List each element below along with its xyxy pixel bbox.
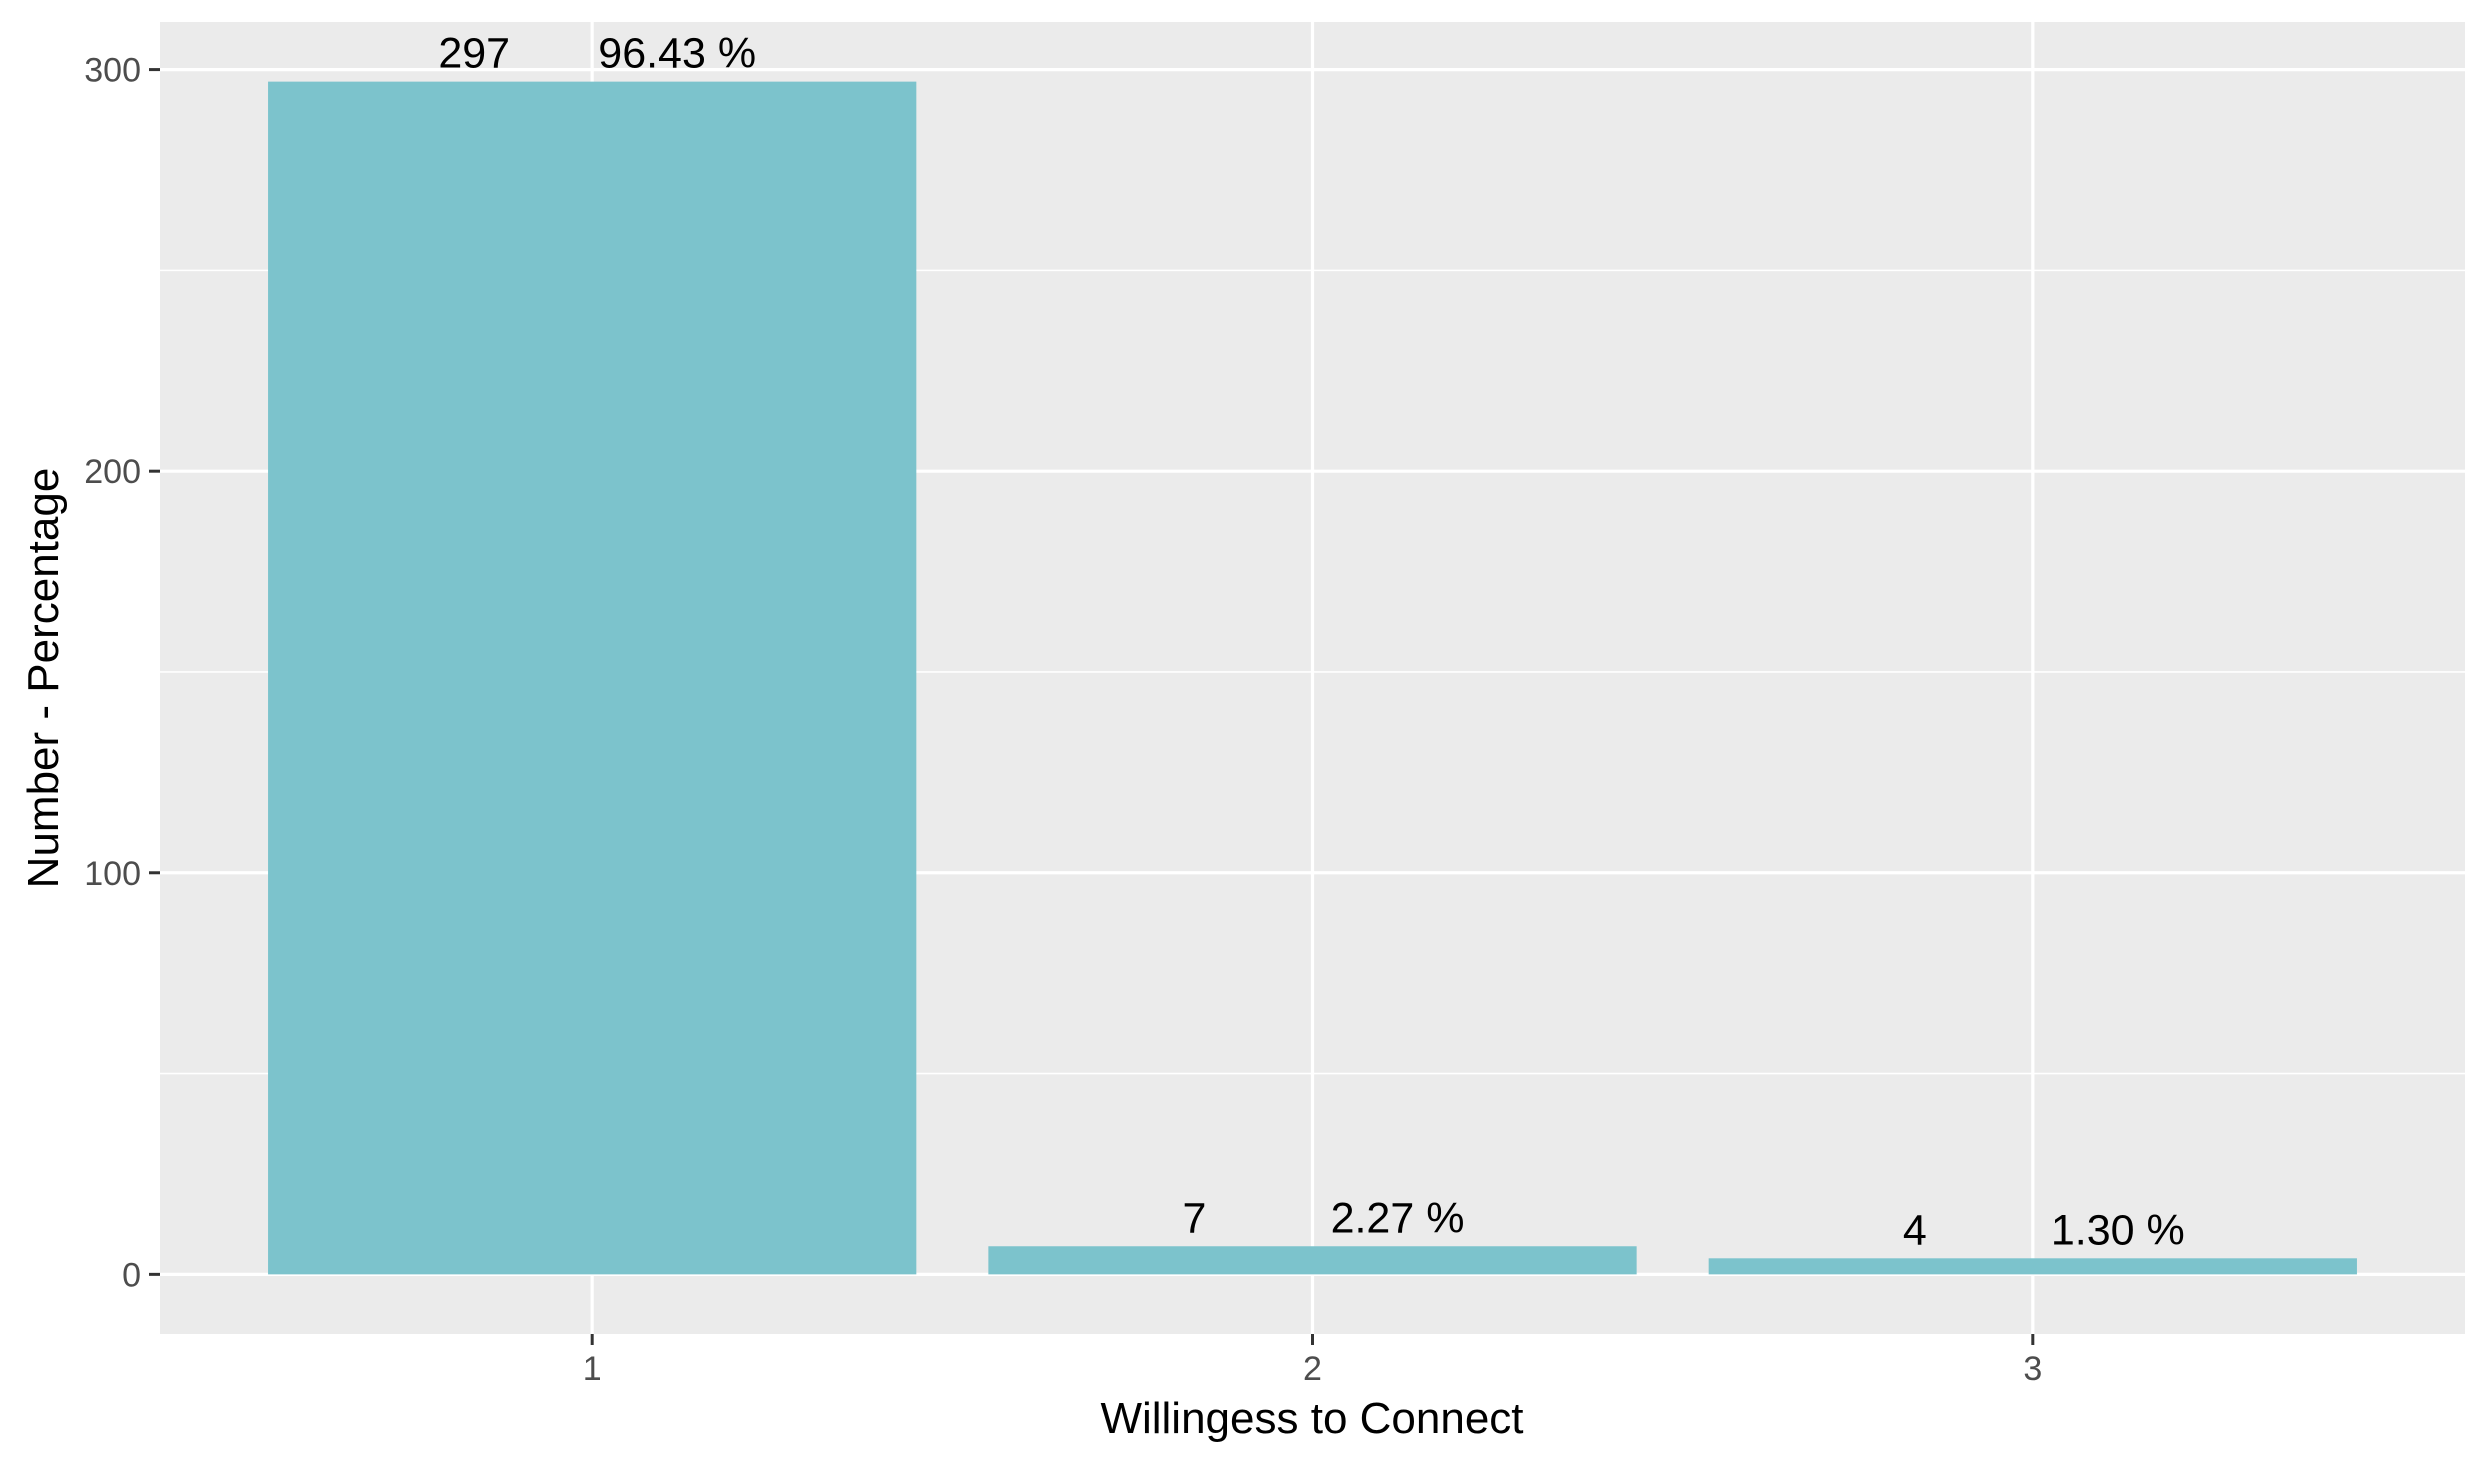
x-tick-label: 3 [2023, 1350, 2042, 1388]
bar [988, 1246, 1637, 1275]
percent-label: 1.30 % [2051, 1206, 2185, 1254]
y-axis: 0 100 200 300 [84, 52, 160, 1294]
y-tick-label: 0 [122, 1256, 141, 1294]
y-tick-label: 200 [84, 453, 141, 491]
count-label: 297 [438, 30, 510, 78]
y-tick-label: 100 [84, 855, 141, 893]
x-tick-label: 1 [583, 1350, 602, 1388]
x-tick-label: 2 [1303, 1350, 1322, 1388]
percent-label: 96.43 % [598, 30, 756, 78]
bar [268, 81, 917, 1275]
bars [268, 81, 2357, 1275]
count-label: 7 [1183, 1194, 1207, 1242]
x-axis-title: Willingess to Connect [1100, 1394, 1523, 1443]
percent-label: 2.27 % [1331, 1194, 1465, 1242]
count-label: 4 [1903, 1206, 1927, 1254]
y-tick-label: 300 [84, 52, 141, 90]
x-axis: 1 2 3 [583, 1334, 2042, 1388]
y-axis-title: Number - Percentage [19, 468, 68, 889]
bar [1708, 1258, 2357, 1275]
data-labels: 297 96.43 % 7 2.27 % 4 1.30 % [438, 30, 2184, 1255]
